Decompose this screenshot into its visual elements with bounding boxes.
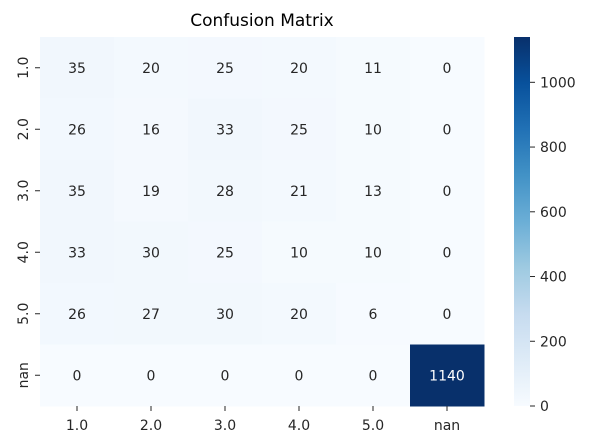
heatmap-cell [410,98,485,161]
cell-value-label: 26 [68,307,86,323]
colorbar-tick-label: 0 [540,399,549,415]
heatmap-cell [114,283,189,345]
heatmap-cell [40,160,115,222]
cell-value-label: 30 [216,307,234,323]
cell-value-label: 0 [443,61,452,77]
cell-value-label: 16 [142,122,160,138]
cell-value-label: 26 [68,122,86,138]
cell-value-label: 1140 [429,368,465,384]
cell-value-label: 0 [443,245,452,261]
cell-value-label: 28 [216,184,234,200]
cell-value-label: 0 [221,368,230,384]
column-axis: 1.0 2.0 3.0 4.0 5.0 nan [66,406,460,434]
heatmap-cell [40,344,115,407]
heatmap-cell [188,160,263,222]
cell-value-label: 20 [290,307,308,323]
row-axis: 1.0 2.0 3.0 4.0 5.0 nan [16,57,40,388]
heatmap-cell [188,344,263,407]
cell-value-label: 10 [290,245,308,261]
cell-value-label: 0 [73,368,82,384]
cell-value-label: 25 [216,61,234,77]
heatmap-cell [410,344,485,407]
row-tick-label: 5.0 [16,303,32,325]
heatmap-cell [262,283,337,345]
column-tick-label: 2.0 [140,418,162,434]
heatmap-cell [336,283,411,345]
cell-value-label: 6 [369,307,378,323]
cell-value-label: 20 [290,61,308,77]
cell-value-label: 13 [364,184,382,200]
heatmap-cell [336,344,411,407]
heatmap-cell [40,283,115,345]
colorbar-tick-label: 1000 [540,75,576,91]
row-tick-label: 3.0 [16,180,32,202]
heatmap-cell [188,221,263,284]
cell-value-label: 35 [68,61,86,77]
cell-value-label: 33 [68,245,86,261]
heatmap-grid: 35 20 25 20 11 0 26 16 33 25 10 0 35 19 28 21 13 0 33 30 25 1… [40,37,485,407]
cell-value-label: 0 [443,122,452,138]
heatmap-cell [114,160,189,222]
heatmap-cell [40,221,115,284]
cell-value-label: 0 [443,307,452,323]
cell-value-label: 27 [142,307,160,323]
heatmap-cell [410,160,485,222]
column-tick-label: nan [434,418,460,434]
column-tick-label: 1.0 [66,418,88,434]
heatmap-cell [262,221,337,284]
heatmap-cell [336,160,411,222]
cell-value-label: 25 [216,245,234,261]
heatmap-cell [114,221,189,284]
cell-value-label: 0 [369,368,378,384]
column-tick-label: 5.0 [362,418,384,434]
heatmap-cell [114,98,189,161]
colorbar-tick-label: 200 [540,334,567,350]
cell-value-label: 0 [147,368,156,384]
cell-value-label: 25 [290,122,308,138]
cell-value-label: 10 [364,122,382,138]
row-tick-label: 1.0 [16,57,32,79]
row-tick-label: nan [16,362,32,388]
cell-value-label: 10 [364,245,382,261]
heatmap-cell [262,98,337,161]
heatmap-cell [262,344,337,407]
row-tick-label: 4.0 [16,241,32,263]
cell-value-label: 35 [68,184,86,200]
colorbar-gradient [514,37,530,406]
heatmap-cell [262,160,337,222]
cell-value-label: 19 [142,184,160,200]
column-tick-label: 3.0 [214,418,236,434]
heatmap-cell [262,37,337,99]
cell-value-label: 21 [290,184,308,200]
cell-value-label: 0 [443,184,452,200]
chart-title: Confusion Matrix [190,11,334,31]
row-tick-label: 2.0 [16,118,32,140]
cell-value-label: 30 [142,245,160,261]
cell-value-label: 33 [216,122,234,138]
heatmap-cell [114,37,189,99]
cell-value-label: 0 [295,368,304,384]
column-tick-label: 4.0 [288,418,310,434]
heatmap-cell [410,221,485,284]
heatmap-cell [40,98,115,161]
colorbar: 0 200 400 600 800 1000 [514,37,576,415]
heatmap-cell [336,37,411,99]
cell-value-label: 11 [364,61,382,77]
heatmap-cell [188,98,263,161]
colorbar-tick-label: 600 [540,205,567,221]
heatmap-cell [336,221,411,284]
heatmap-cell [410,37,485,99]
heatmap-cell [410,283,485,345]
colorbar-tick-label: 400 [540,270,567,286]
heatmap-cell [114,344,189,407]
cell-value-label: 20 [142,61,160,77]
heatmap-cell [40,37,115,99]
heatmap-cell [336,98,411,161]
heatmap-cell [188,37,263,99]
colorbar-tick-label: 800 [540,140,567,156]
heatmap-cell [188,283,263,345]
